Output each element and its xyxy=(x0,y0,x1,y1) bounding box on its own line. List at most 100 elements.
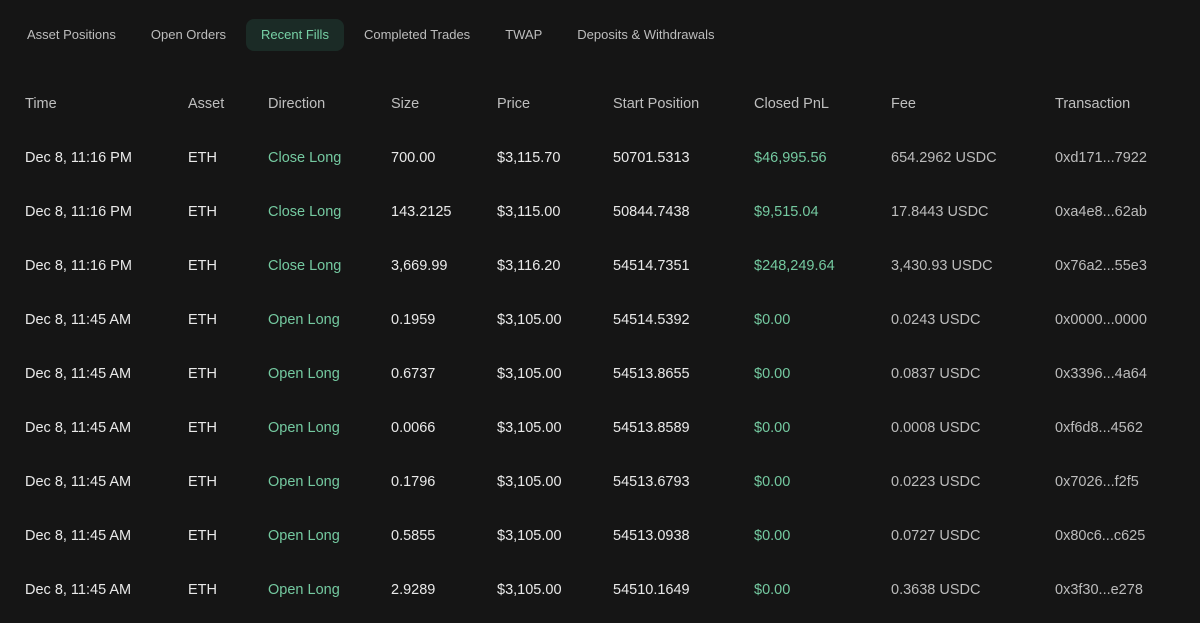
cell-time: Dec 8, 11:45 AM xyxy=(25,582,132,598)
cell-direction: Open Long xyxy=(268,528,340,544)
table-row: Dec 8, 11:45 AM ETH Open Long 0.0066 $3,… xyxy=(0,401,1200,455)
cell-price: $3,105.00 xyxy=(497,420,562,436)
cell-asset: ETH xyxy=(188,582,217,598)
header-start-position[interactable]: Start Position xyxy=(613,96,700,112)
cell-time: Dec 8, 11:45 AM xyxy=(25,366,132,382)
cell-asset: ETH xyxy=(188,258,217,274)
cell-fee: 3,430.93 USDC xyxy=(891,258,993,274)
cell-direction: Close Long xyxy=(268,150,342,166)
cell-direction: Open Long xyxy=(268,474,340,490)
cell-asset: ETH xyxy=(188,528,217,544)
transaction-link[interactable]: 0xf6d8...4562 xyxy=(1055,420,1143,436)
cell-start-position: 54513.8589 xyxy=(613,420,690,436)
cell-price: $3,115.00 xyxy=(497,204,561,220)
fills-table: Time Asset Direction Size Price Start Po… xyxy=(0,77,1200,617)
cell-closed-pnl: $0.00 xyxy=(754,366,791,382)
cell-time: Dec 8, 11:45 AM xyxy=(25,312,132,328)
cell-price: $3,116.20 xyxy=(497,258,561,274)
cell-start-position: 50701.5313 xyxy=(613,150,690,166)
cell-asset: ETH xyxy=(188,150,217,166)
cell-start-position: 54514.7351 xyxy=(613,258,690,274)
transaction-link[interactable]: 0x3396...4a64 xyxy=(1055,366,1147,382)
cell-size: 2.9289 xyxy=(391,582,436,598)
cell-start-position: 54514.5392 xyxy=(613,312,690,328)
cell-size: 700.00 xyxy=(391,150,436,166)
transaction-link[interactable]: 0x76a2...55e3 xyxy=(1055,258,1147,274)
cell-asset: ETH xyxy=(188,474,217,490)
cell-fee: 0.0727 USDC xyxy=(891,528,981,544)
cell-fee: 0.0243 USDC xyxy=(891,312,981,328)
cell-asset: ETH xyxy=(188,366,217,382)
transaction-link[interactable]: 0xa4e8...62ab xyxy=(1055,204,1147,220)
cell-fee: 0.0223 USDC xyxy=(891,474,981,490)
cell-closed-pnl: $0.00 xyxy=(754,420,791,436)
header-fee[interactable]: Fee xyxy=(891,96,916,112)
header-time[interactable]: Time xyxy=(25,96,57,112)
cell-closed-pnl: $9,515.04 xyxy=(754,204,819,220)
cell-time: Dec 8, 11:45 AM xyxy=(25,528,132,544)
cell-size: 143.2125 xyxy=(391,204,452,220)
cell-price: $3,105.00 xyxy=(497,366,562,382)
table-row: Dec 8, 11:16 PM ETH Close Long 143.2125 … xyxy=(0,185,1200,239)
cell-closed-pnl: $0.00 xyxy=(754,474,791,490)
cell-fee: 654.2962 USDC xyxy=(891,150,997,166)
cell-closed-pnl: $248,249.64 xyxy=(754,258,835,274)
header-closed-pnl[interactable]: Closed PnL xyxy=(754,96,829,112)
header-transaction[interactable]: Transaction xyxy=(1055,96,1131,112)
cell-start-position: 54513.6793 xyxy=(613,474,690,490)
cell-direction: Close Long xyxy=(268,204,342,220)
cell-asset: ETH xyxy=(188,312,217,328)
cell-size: 0.1959 xyxy=(391,312,436,328)
tab-twap[interactable]: TWAP xyxy=(505,27,543,42)
cell-fee: 0.0837 USDC xyxy=(891,366,981,382)
cell-direction: Open Long xyxy=(268,582,340,598)
table-row: Dec 8, 11:16 PM ETH Close Long 3,669.99 … xyxy=(0,239,1200,293)
cell-direction: Open Long xyxy=(268,420,340,436)
cell-time: Dec 8, 11:45 AM xyxy=(25,474,132,490)
header-price[interactable]: Price xyxy=(497,96,531,112)
cell-direction: Open Long xyxy=(268,366,340,382)
tab-completed-trades[interactable]: Completed Trades xyxy=(363,27,471,42)
cell-size: 0.0066 xyxy=(391,420,436,436)
cell-time: Dec 8, 11:45 AM xyxy=(25,420,132,436)
cell-price: $3,105.00 xyxy=(497,528,562,544)
cell-time: Dec 8, 11:16 PM xyxy=(25,258,132,274)
tab-recent-fills[interactable]: Recent Fills xyxy=(246,19,344,51)
cell-asset: ETH xyxy=(188,204,217,220)
header-asset[interactable]: Asset xyxy=(188,96,225,112)
cell-size: 0.1796 xyxy=(391,474,436,490)
cell-closed-pnl: $0.00 xyxy=(754,312,791,328)
tab-open-orders[interactable]: Open Orders xyxy=(150,27,227,42)
tab-bar: Asset Positions Open Orders Recent Fills… xyxy=(12,18,730,52)
cell-direction: Open Long xyxy=(268,312,340,328)
cell-start-position: 54510.1649 xyxy=(613,582,690,598)
transaction-link[interactable]: 0x80c6...c625 xyxy=(1055,528,1146,544)
cell-time: Dec 8, 11:16 PM xyxy=(25,204,132,220)
cell-direction: Close Long xyxy=(268,258,342,274)
cell-closed-pnl: $0.00 xyxy=(754,582,791,598)
cell-size: 0.5855 xyxy=(391,528,436,544)
cell-fee: 0.3638 USDC xyxy=(891,582,981,598)
cell-closed-pnl: $0.00 xyxy=(754,528,791,544)
cell-size: 3,669.99 xyxy=(391,258,448,274)
cell-start-position: 50844.7438 xyxy=(613,204,690,220)
table-row: Dec 8, 11:45 AM ETH Open Long 2.9289 $3,… xyxy=(0,563,1200,617)
cell-start-position: 54513.0938 xyxy=(613,528,690,544)
transaction-link[interactable]: 0xd171...7922 xyxy=(1055,150,1147,166)
transaction-link[interactable]: 0x7026...f2f5 xyxy=(1055,474,1139,490)
tab-deposits-withdrawals[interactable]: Deposits & Withdrawals xyxy=(577,27,715,42)
tab-asset-positions[interactable]: Asset Positions xyxy=(27,27,116,42)
cell-price: $3,105.00 xyxy=(497,312,562,328)
transaction-link[interactable]: 0x3f30...e278 xyxy=(1055,582,1143,598)
cell-price: $3,105.00 xyxy=(497,582,562,598)
header-size[interactable]: Size xyxy=(391,96,420,112)
table-row: Dec 8, 11:45 AM ETH Open Long 0.1959 $3,… xyxy=(0,293,1200,347)
cell-fee: 0.0008 USDC xyxy=(891,420,981,436)
cell-price: $3,115.70 xyxy=(497,150,561,166)
cell-start-position: 54513.8655 xyxy=(613,366,690,382)
transaction-link[interactable]: 0x0000...0000 xyxy=(1055,312,1147,328)
table-row: Dec 8, 11:45 AM ETH Open Long 0.6737 $3,… xyxy=(0,347,1200,401)
header-direction[interactable]: Direction xyxy=(268,96,326,112)
cell-asset: ETH xyxy=(188,420,217,436)
